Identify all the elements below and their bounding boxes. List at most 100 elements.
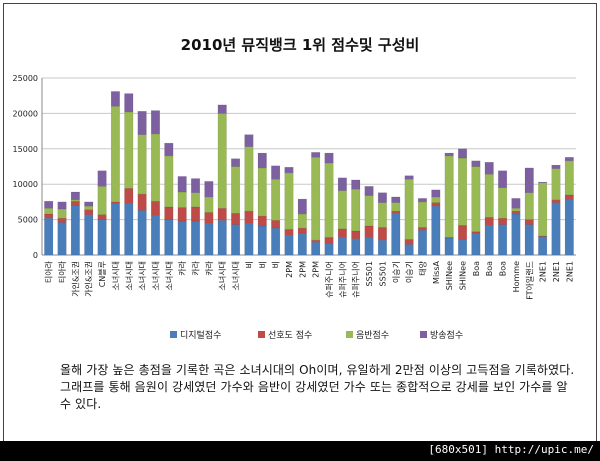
bar-segment xyxy=(351,188,361,232)
x-tick-label: CN블루 xyxy=(97,261,107,287)
bar-segment xyxy=(337,177,347,191)
bar-segment xyxy=(164,155,174,208)
bar-segment xyxy=(431,196,441,203)
bar-segment xyxy=(391,202,401,212)
bar-segment xyxy=(551,199,561,203)
x-tick-label: 소녀시대 xyxy=(151,261,160,290)
x-tick-label: 태양 xyxy=(418,260,427,275)
bar-segment xyxy=(257,215,267,227)
bar-segment xyxy=(511,198,521,209)
bar-segment xyxy=(284,172,294,230)
legend-label: 방송점수 xyxy=(430,329,463,341)
x-tick-label: 2NE1 xyxy=(539,261,548,282)
bar-segment xyxy=(311,152,321,158)
x-tick-label: Boa xyxy=(485,261,494,276)
bar-segment xyxy=(564,157,574,162)
y-tick-label: 5000 xyxy=(18,216,38,225)
bar-segment xyxy=(204,223,214,256)
bar-segment xyxy=(177,207,187,222)
bar-segment xyxy=(391,212,401,256)
bar-segment xyxy=(417,229,427,256)
bar-segment xyxy=(564,160,574,196)
bar-segment xyxy=(191,220,201,256)
bar-segment xyxy=(297,213,307,229)
bar-segment xyxy=(257,152,267,169)
bar-segment xyxy=(297,198,307,215)
bar-segment xyxy=(404,239,414,245)
x-tick-label: 비 xyxy=(245,261,254,268)
x-tick-label: 비 xyxy=(272,261,281,268)
bar-segment xyxy=(97,170,107,187)
bar-segment xyxy=(70,200,80,206)
bar-segment xyxy=(244,223,254,256)
bar-segment xyxy=(244,134,254,147)
x-tick-label: 소녀시대 xyxy=(125,261,134,290)
x-tick-label: 가인&조권 xyxy=(84,261,94,297)
bar-segment xyxy=(377,202,387,228)
bar-segment xyxy=(191,178,201,193)
bar-segment xyxy=(484,225,494,256)
bar-segment xyxy=(484,217,494,226)
bar-segment xyxy=(231,224,241,256)
bar-segment xyxy=(458,225,468,240)
bar-segment xyxy=(484,174,494,218)
bar-segment xyxy=(337,237,347,256)
bar-segment xyxy=(84,209,94,215)
bar-segment xyxy=(524,224,534,256)
bar-segment xyxy=(458,148,468,159)
x-tick-label: 이승기 xyxy=(404,261,414,283)
bar-segment xyxy=(217,208,227,221)
y-tick-label: 10000 xyxy=(13,180,38,189)
bar-segment xyxy=(551,168,561,201)
bar-segment xyxy=(110,106,120,203)
x-tick-label: FT아일랜드 xyxy=(524,261,534,300)
bar-segment xyxy=(137,193,147,211)
bar-segment xyxy=(458,157,468,226)
bar-segment xyxy=(204,196,214,213)
bar-segment xyxy=(404,244,414,256)
x-tick-label: SHINee xyxy=(459,261,468,290)
bar-segment xyxy=(498,224,508,256)
bar-segment xyxy=(150,215,160,256)
bar-segment xyxy=(511,210,521,215)
bar-segment xyxy=(150,200,160,216)
bar-segment xyxy=(70,191,80,201)
bar-segment xyxy=(337,228,347,238)
bar-segment xyxy=(231,158,241,167)
bars xyxy=(44,91,574,256)
bar-segment xyxy=(97,186,107,215)
bar-segment xyxy=(124,93,134,113)
bar-segment xyxy=(471,166,481,232)
y-tick-label: 20000 xyxy=(13,109,38,118)
bar-segment xyxy=(57,217,67,223)
bar-segment xyxy=(164,219,174,256)
bar-segment xyxy=(217,220,227,256)
bar-segment xyxy=(458,239,468,256)
bar-segment xyxy=(217,104,227,114)
bar-segment xyxy=(351,238,361,256)
bar-segment xyxy=(284,234,294,256)
x-tick-label: 슈퍼주니어 xyxy=(324,261,334,298)
x-tick-label: Boa xyxy=(472,261,481,276)
legend-swatch xyxy=(420,331,427,338)
chart-title: 2010년 뮤직뱅크 1위 점수및 구성비 xyxy=(180,36,420,54)
x-tick-label: 슈퍼주니어 xyxy=(351,261,361,298)
x-tick-label: 소녀시대 xyxy=(218,261,227,290)
bar-segment xyxy=(204,181,214,198)
bar-segment xyxy=(498,187,508,219)
bar-segment xyxy=(177,176,187,193)
bar-segment xyxy=(284,229,294,236)
bar-segment xyxy=(391,196,401,203)
bar-segment xyxy=(191,206,201,222)
y-axis: 0 5000 10000 15000 20000 25000 xyxy=(13,74,43,260)
x-tick-label: 2PM xyxy=(312,261,321,278)
bar-segment xyxy=(110,203,120,256)
x-tick-label: 티아라 xyxy=(44,260,54,283)
legend-label: 디지털점수 xyxy=(180,329,221,341)
bar-segment xyxy=(57,208,67,219)
image-credit: [680x501] http://upic.me/ xyxy=(428,443,594,456)
bar-segment xyxy=(271,178,281,221)
x-tick-label: 티아라 xyxy=(57,260,67,283)
bar-segment xyxy=(271,165,281,180)
bar-segment xyxy=(538,181,548,184)
